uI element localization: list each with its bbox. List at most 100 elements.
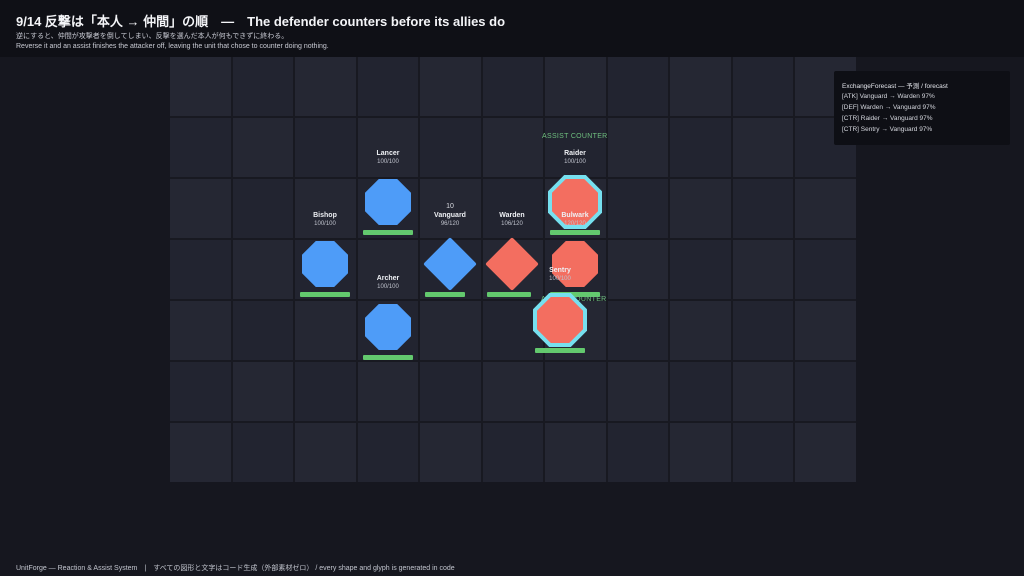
board-cell[interactable] xyxy=(545,362,606,421)
board-cell[interactable] xyxy=(482,118,544,177)
unit-hp-vanguard: 96/120 xyxy=(440,221,460,227)
board-cell[interactable] xyxy=(607,57,669,116)
unit-vanguard[interactable] xyxy=(419,233,481,297)
board-cell[interactable] xyxy=(357,57,419,116)
board-cell[interactable] xyxy=(232,423,294,482)
board-cell[interactable] xyxy=(732,301,794,360)
board-cell[interactable] xyxy=(232,362,294,421)
hp-bar xyxy=(550,292,600,297)
unit-name-bulwark: Bulwark xyxy=(561,212,589,219)
board-cell[interactable] xyxy=(607,301,669,360)
board-cell[interactable] xyxy=(607,118,669,177)
board-cell[interactable] xyxy=(732,179,794,238)
hp-bar xyxy=(363,230,413,235)
board-cell[interactable] xyxy=(482,179,544,238)
forecast-row: [ATK] Vanguard → Warden 97% xyxy=(842,93,935,100)
board-cell[interactable] xyxy=(545,118,606,177)
board-cell[interactable] xyxy=(357,240,419,299)
unit-name-sentry: Sentry xyxy=(549,267,571,274)
board-cell[interactable] xyxy=(295,118,356,177)
unit-warden[interactable] xyxy=(481,233,543,297)
board-cell[interactable] xyxy=(732,362,794,421)
unit-bulwark[interactable] xyxy=(544,233,606,297)
board-cell[interactable] xyxy=(795,301,856,360)
board-cell[interactable] xyxy=(607,423,669,482)
unit-name-warden: Warden xyxy=(499,212,525,219)
forecast-row: [CTR] Raider → Vanguard 97% xyxy=(842,115,933,122)
board-cell[interactable] xyxy=(732,57,794,116)
board-cell[interactable] xyxy=(545,423,606,482)
board-cell[interactable] xyxy=(295,362,356,421)
board-cell[interactable] xyxy=(170,301,231,360)
board-cell[interactable] xyxy=(170,118,231,177)
unit-hp-bulwark: 120/120 xyxy=(564,221,586,227)
board-cell[interactable] xyxy=(732,240,794,299)
board-cell[interactable] xyxy=(232,118,294,177)
unit-hp-archer: 100/100 xyxy=(377,284,399,290)
board-cell[interactable] xyxy=(795,179,856,238)
board-cell[interactable] xyxy=(295,301,356,360)
game-board[interactable] xyxy=(170,57,856,482)
enemy-octagon-token xyxy=(552,179,598,225)
unit-raider[interactable] xyxy=(544,171,606,235)
enemy-octagon-token xyxy=(537,297,583,343)
board-cell[interactable] xyxy=(732,118,794,177)
board-cell[interactable] xyxy=(670,57,731,116)
unit-lancer[interactable] xyxy=(357,171,419,235)
board-cell[interactable] xyxy=(670,423,731,482)
board-cell[interactable] xyxy=(607,179,669,238)
board-cell[interactable] xyxy=(482,57,544,116)
board-cell[interactable] xyxy=(232,301,294,360)
board-cell[interactable] xyxy=(357,362,419,421)
unit-hp-sentry: 100/100 xyxy=(549,276,571,282)
ally-octagon-token xyxy=(302,241,348,287)
board-cell[interactable] xyxy=(420,423,481,482)
board-cell[interactable] xyxy=(670,301,731,360)
unit-archer[interactable] xyxy=(357,296,419,360)
board-cell[interactable] xyxy=(170,57,231,116)
hp-bar xyxy=(487,292,531,297)
ally-diamond-token xyxy=(423,237,477,291)
board-cell[interactable] xyxy=(295,179,356,238)
board-cell[interactable] xyxy=(232,240,294,299)
forecast-row: [DEF] Warden → Vanguard 97% xyxy=(842,104,936,111)
board-cell[interactable] xyxy=(482,423,544,482)
board-cell[interactable] xyxy=(670,362,731,421)
board-cell[interactable] xyxy=(545,57,606,116)
subtitle-ja: 逆にすると、仲間が攻撃者を倒してしまい、反撃を選んだ本人が何もできずに終わる。 xyxy=(16,33,289,40)
unit-sentry[interactable] xyxy=(529,289,591,353)
unit-hp-bishop: 100/100 xyxy=(314,221,336,227)
board-cell[interactable] xyxy=(607,240,669,299)
board-cell[interactable] xyxy=(420,301,481,360)
ally-octagon-token xyxy=(365,304,411,350)
board-cell[interactable] xyxy=(170,423,231,482)
board-cell[interactable] xyxy=(795,240,856,299)
board-cell[interactable] xyxy=(482,362,544,421)
subtitle-en: Reverse it and an assist finishes the at… xyxy=(16,43,329,50)
board-cell[interactable] xyxy=(170,240,231,299)
board-cell[interactable] xyxy=(170,362,231,421)
board-cell[interactable] xyxy=(420,118,481,177)
board-cell[interactable] xyxy=(420,179,481,238)
board-cell[interactable] xyxy=(670,118,731,177)
header-bar: 9/14 反撃は「本人 → 仲間」の順 — The defender count… xyxy=(0,0,1024,57)
board-cell[interactable] xyxy=(670,179,731,238)
board-cell[interactable] xyxy=(232,179,294,238)
board-cell[interactable] xyxy=(420,362,481,421)
board-cell[interactable] xyxy=(795,362,856,421)
hp-bar xyxy=(300,292,350,297)
board-cell[interactable] xyxy=(295,57,356,116)
board-cell[interactable] xyxy=(357,118,419,177)
board-cell[interactable] xyxy=(232,57,294,116)
unit-bishop[interactable] xyxy=(294,233,356,297)
unit-name-raider: Raider xyxy=(564,150,586,157)
board-cell[interactable] xyxy=(795,423,856,482)
board-cell[interactable] xyxy=(607,362,669,421)
unit-hp-warden: 106/120 xyxy=(501,221,523,227)
board-cell[interactable] xyxy=(170,179,231,238)
board-cell[interactable] xyxy=(420,57,481,116)
board-cell[interactable] xyxy=(670,240,731,299)
board-cell[interactable] xyxy=(732,423,794,482)
board-cell[interactable] xyxy=(295,423,356,482)
board-cell[interactable] xyxy=(357,423,419,482)
